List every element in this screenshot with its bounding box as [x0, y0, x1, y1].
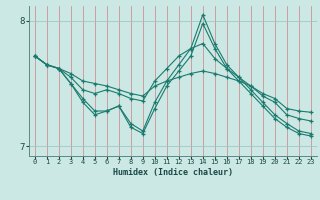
X-axis label: Humidex (Indice chaleur): Humidex (Indice chaleur)	[113, 168, 233, 177]
